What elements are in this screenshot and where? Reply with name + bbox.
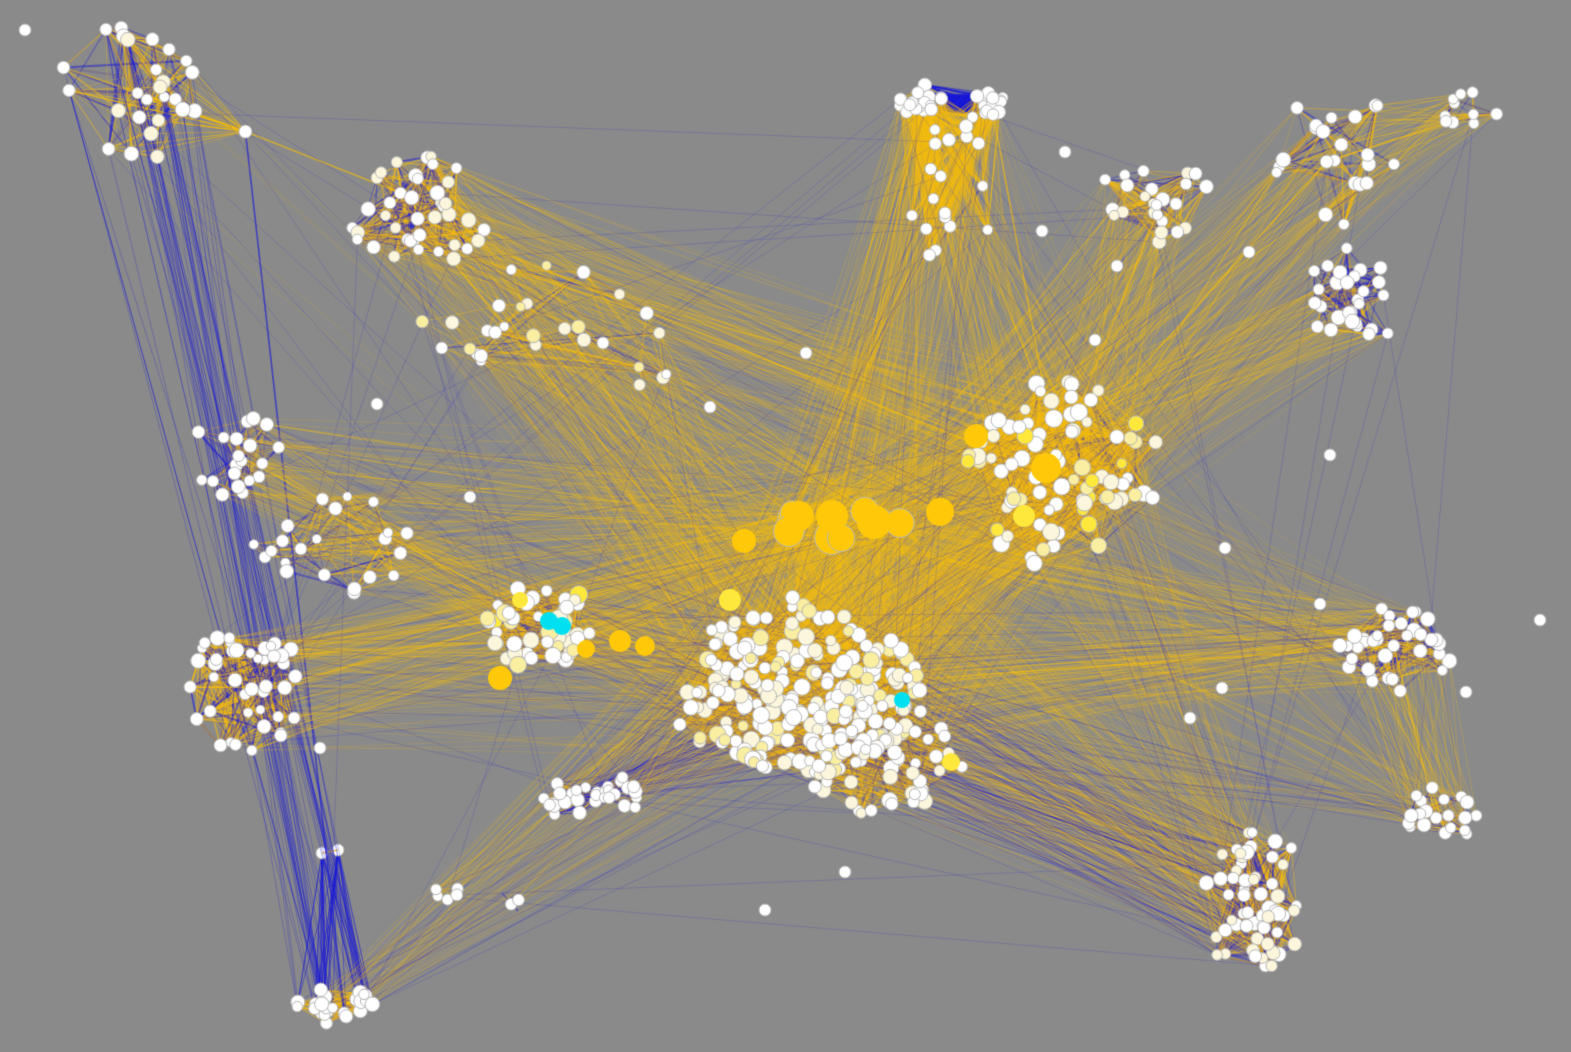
- network-graph-visualization[interactable]: [0, 0, 1571, 1052]
- network-graph-canvas[interactable]: [0, 0, 1571, 1052]
